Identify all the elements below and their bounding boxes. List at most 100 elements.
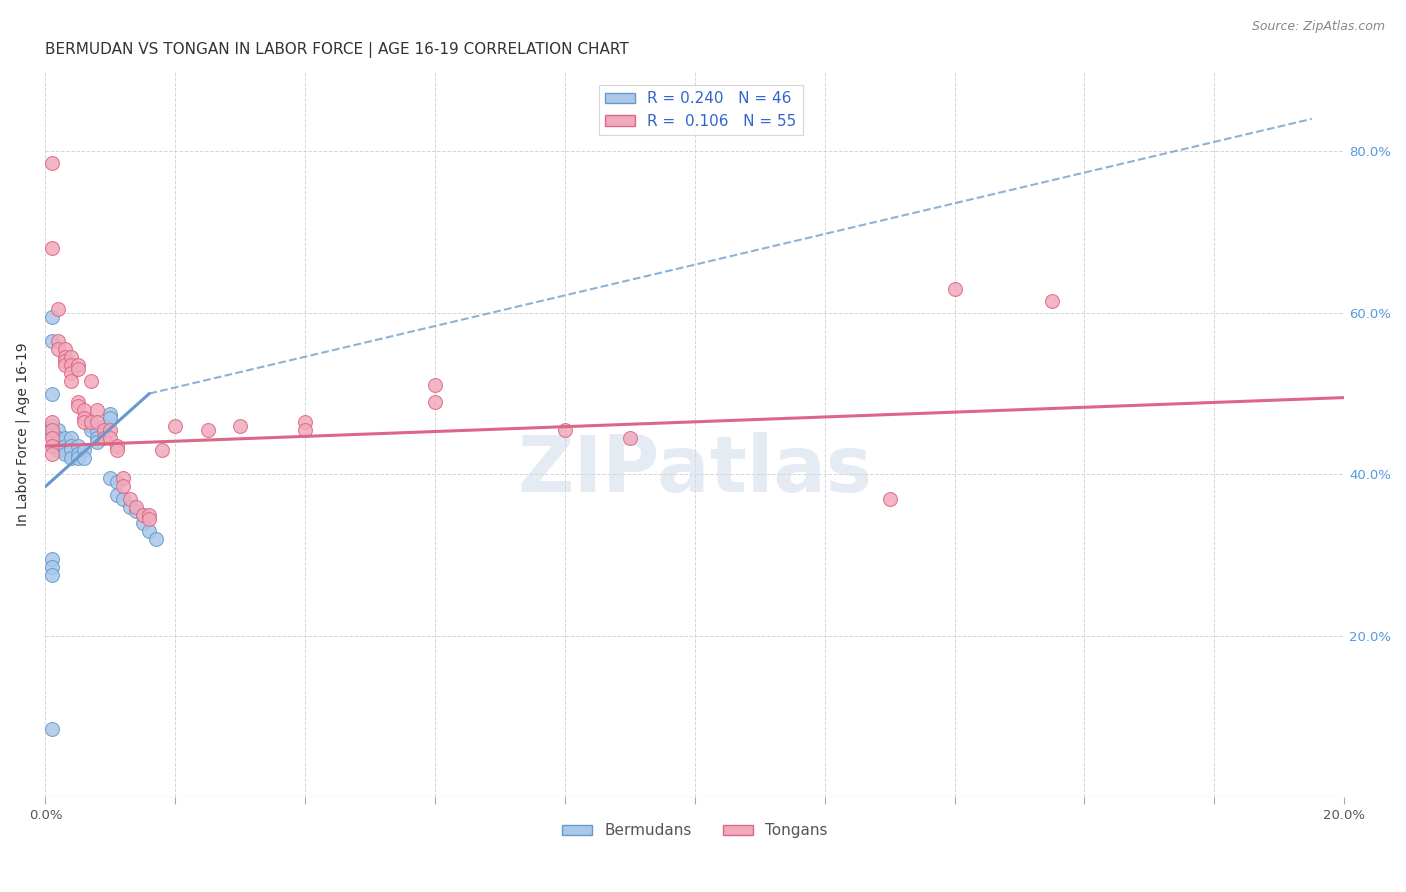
- Point: [112, 479, 135, 493]
- Legend: Bermudans, Tongans: Bermudans, Tongans: [555, 817, 834, 845]
- Point: [66, 358, 89, 372]
- Point: [105, 443, 128, 458]
- Point: [80, 375, 103, 389]
- Point: [41, 431, 63, 445]
- Point: [125, 500, 148, 514]
- Point: [80, 418, 103, 433]
- Point: [53, 350, 76, 364]
- Point: [48, 431, 70, 445]
- Point: [60, 350, 83, 364]
- Point: [93, 423, 115, 437]
- Point: [943, 281, 966, 295]
- Point: [73, 410, 96, 425]
- Point: [66, 399, 89, 413]
- Point: [112, 491, 135, 506]
- Point: [93, 431, 115, 445]
- Point: [41, 386, 63, 401]
- Point: [53, 431, 76, 445]
- Point: [105, 475, 128, 490]
- Point: [53, 354, 76, 368]
- Point: [66, 362, 89, 376]
- Point: [53, 443, 76, 458]
- Point: [105, 487, 128, 501]
- Point: [132, 508, 155, 522]
- Point: [100, 410, 122, 425]
- Point: [48, 435, 70, 450]
- Point: [41, 560, 63, 574]
- Point: [294, 415, 316, 429]
- Point: [41, 415, 63, 429]
- Point: [93, 423, 115, 437]
- Point: [53, 447, 76, 461]
- Point: [41, 310, 63, 324]
- Point: [60, 451, 83, 466]
- Point: [60, 443, 83, 458]
- Point: [48, 334, 70, 348]
- Point: [197, 423, 219, 437]
- Point: [105, 439, 128, 453]
- Point: [132, 516, 155, 530]
- Point: [41, 447, 63, 461]
- Point: [41, 722, 63, 736]
- Point: [41, 334, 63, 348]
- Point: [112, 471, 135, 485]
- Point: [60, 439, 83, 453]
- Point: [118, 491, 141, 506]
- Text: ZIPatlas: ZIPatlas: [517, 433, 872, 508]
- Point: [66, 451, 89, 466]
- Point: [229, 418, 252, 433]
- Point: [100, 431, 122, 445]
- Point: [86, 423, 108, 437]
- Point: [125, 504, 148, 518]
- Point: [138, 524, 160, 538]
- Point: [100, 471, 122, 485]
- Point: [100, 407, 122, 421]
- Point: [86, 431, 108, 445]
- Point: [60, 358, 83, 372]
- Point: [48, 342, 70, 356]
- Point: [73, 415, 96, 429]
- Text: BERMUDAN VS TONGAN IN LABOR FORCE | AGE 16-19 CORRELATION CHART: BERMUDAN VS TONGAN IN LABOR FORCE | AGE …: [45, 42, 630, 58]
- Point: [60, 375, 83, 389]
- Y-axis label: In Labor Force | Age 16-19: In Labor Force | Age 16-19: [15, 343, 30, 525]
- Point: [41, 241, 63, 255]
- Point: [138, 512, 160, 526]
- Point: [100, 423, 122, 437]
- Point: [554, 423, 576, 437]
- Point: [879, 491, 901, 506]
- Point: [66, 439, 89, 453]
- Point: [86, 415, 108, 429]
- Point: [48, 443, 70, 458]
- Point: [41, 568, 63, 582]
- Point: [41, 418, 63, 433]
- Point: [48, 301, 70, 316]
- Point: [41, 423, 63, 437]
- Point: [53, 358, 76, 372]
- Point: [145, 532, 167, 546]
- Point: [423, 378, 446, 392]
- Point: [53, 342, 76, 356]
- Point: [118, 500, 141, 514]
- Point: [41, 439, 63, 453]
- Point: [619, 431, 641, 445]
- Point: [86, 402, 108, 417]
- Point: [93, 418, 115, 433]
- Point: [132, 508, 155, 522]
- Point: [66, 394, 89, 409]
- Point: [48, 439, 70, 453]
- Point: [138, 508, 160, 522]
- Point: [48, 423, 70, 437]
- Point: [80, 415, 103, 429]
- Point: [41, 156, 63, 170]
- Point: [73, 451, 96, 466]
- Point: [60, 367, 83, 381]
- Point: [60, 431, 83, 445]
- Point: [423, 394, 446, 409]
- Point: [41, 426, 63, 441]
- Point: [73, 443, 96, 458]
- Point: [66, 447, 89, 461]
- Point: [1040, 293, 1063, 308]
- Point: [294, 423, 316, 437]
- Text: Source: ZipAtlas.com: Source: ZipAtlas.com: [1251, 20, 1385, 33]
- Point: [73, 402, 96, 417]
